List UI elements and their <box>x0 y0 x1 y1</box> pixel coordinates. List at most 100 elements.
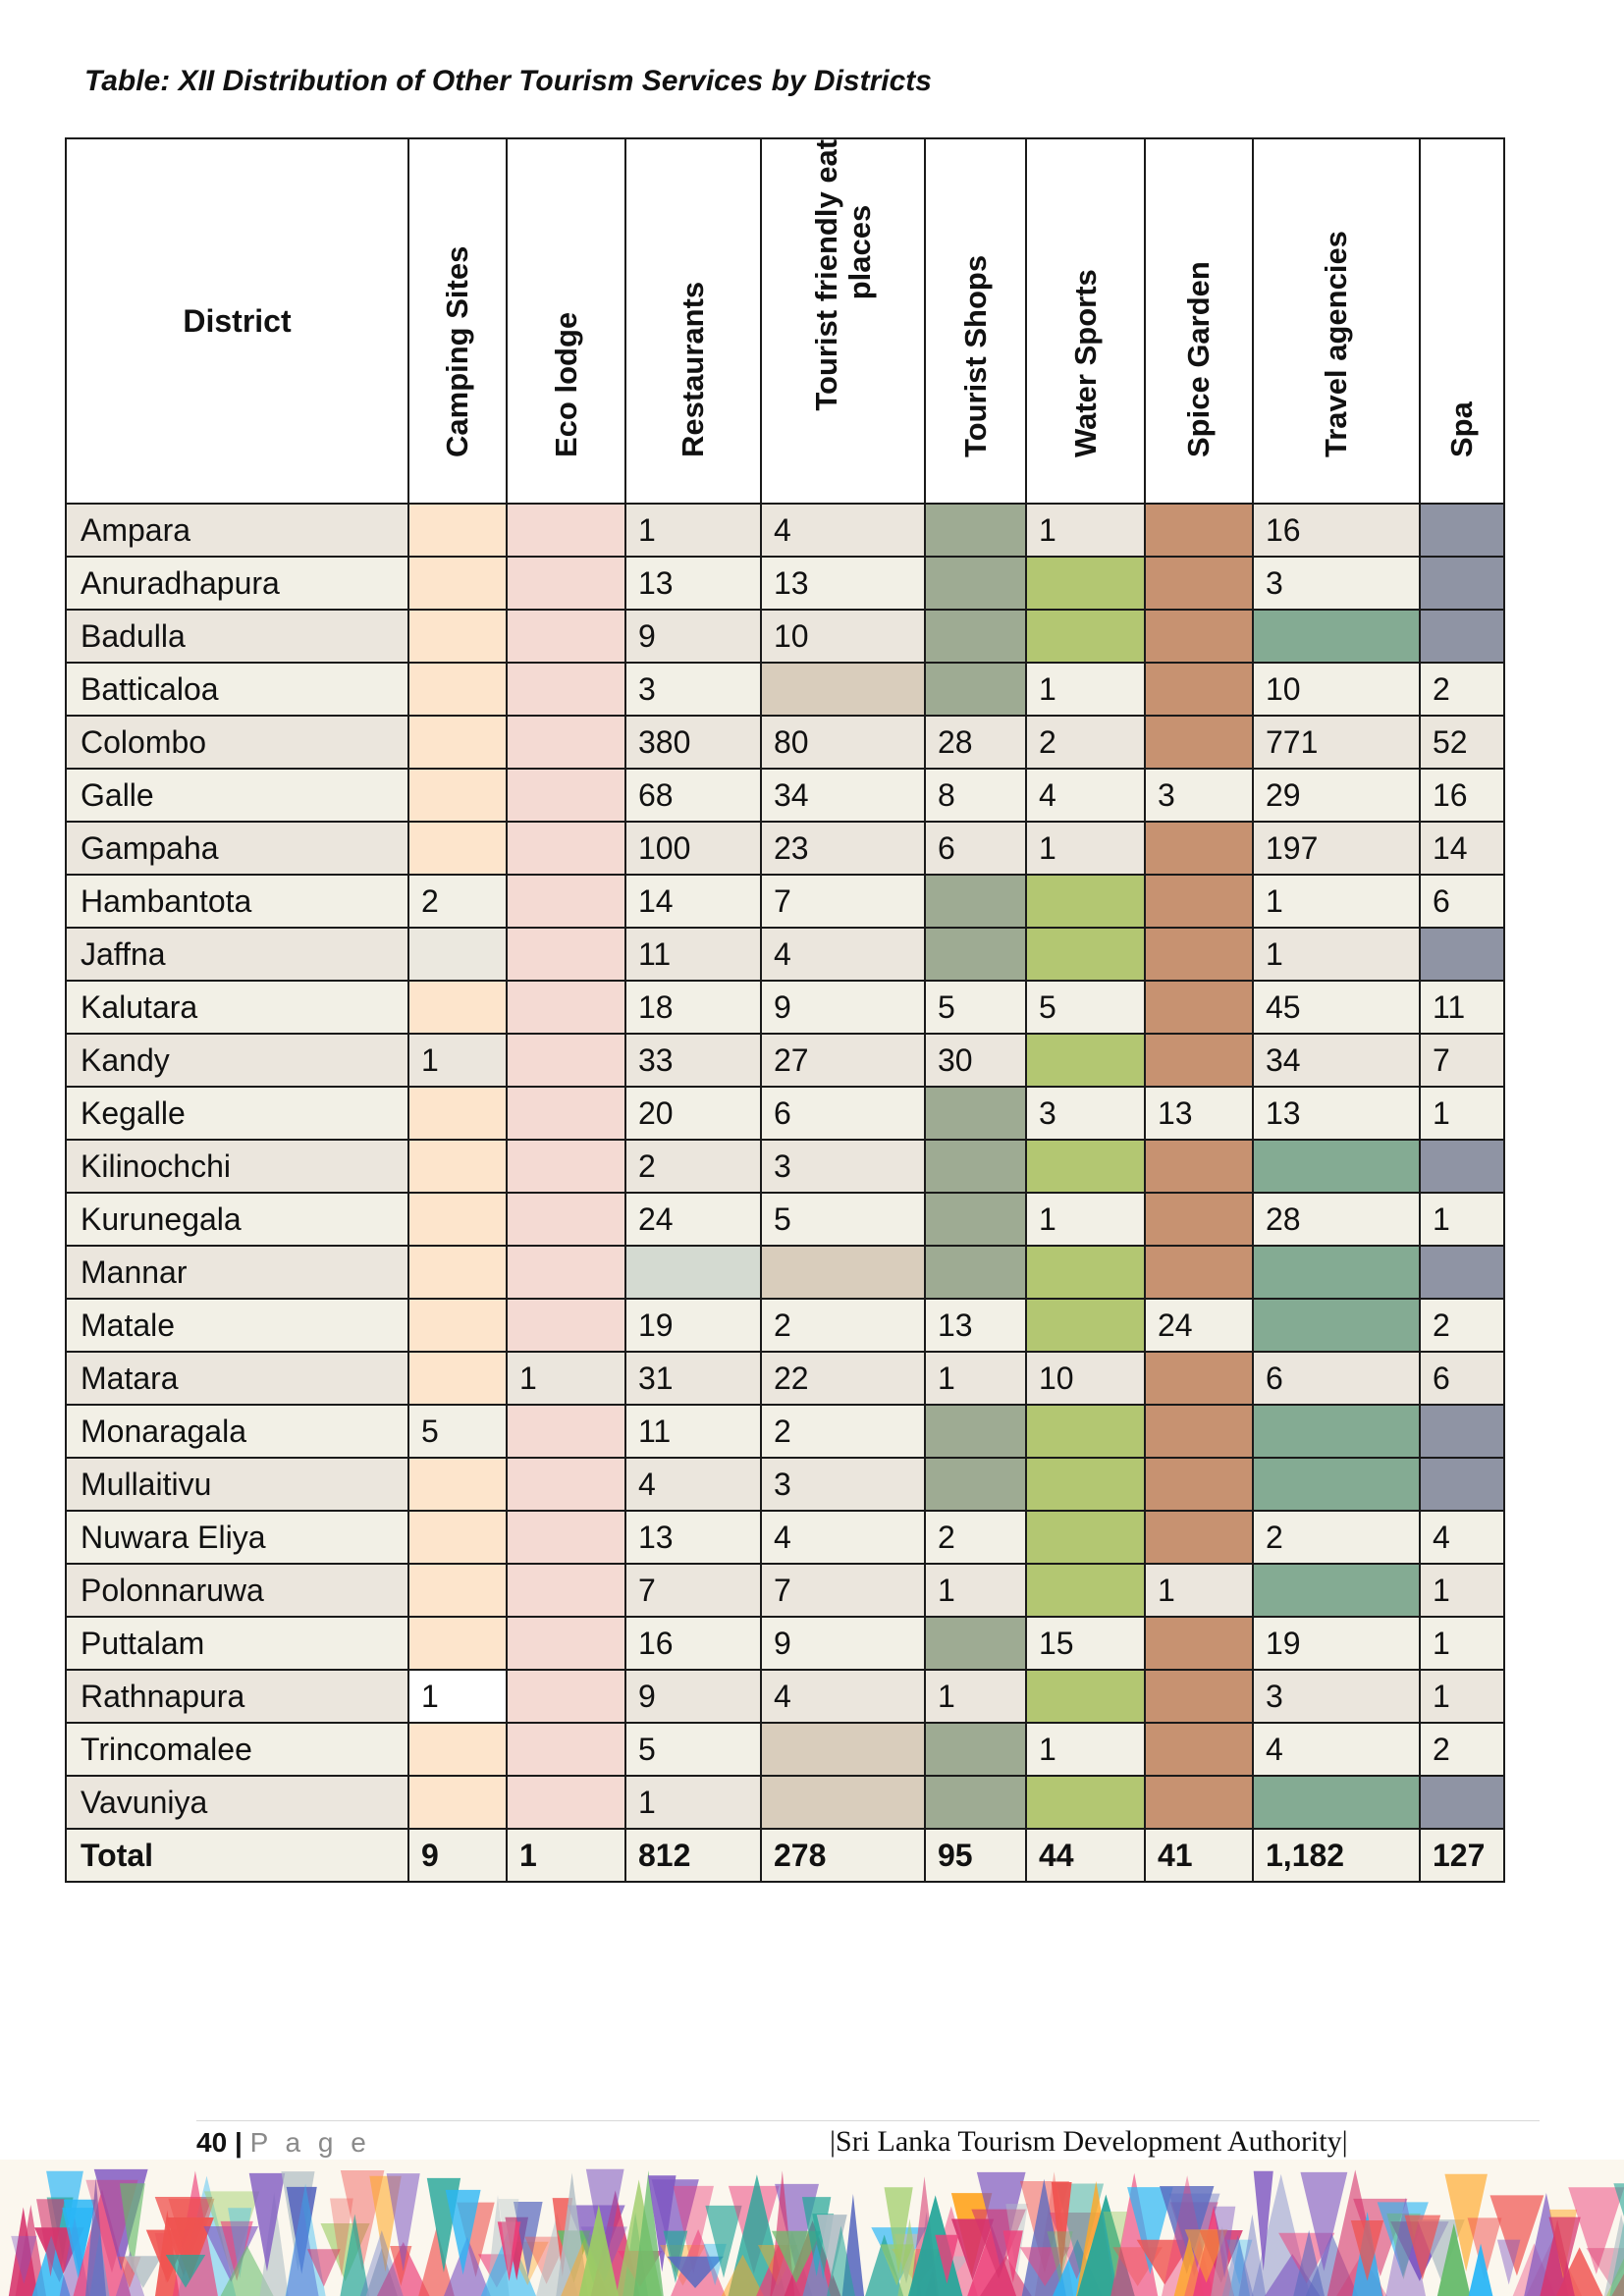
cell-eco <box>506 1033 626 1088</box>
cell-water <box>1025 1245 1146 1300</box>
cell-restaurants: 13 <box>624 1510 762 1565</box>
header-eco-lodge: Eco lodge <box>506 137 626 505</box>
cell-travel: 34 <box>1252 1033 1421 1088</box>
cell-spice <box>1144 1722 1254 1777</box>
cell-eco <box>506 1722 626 1777</box>
cell-spa: 6 <box>1419 874 1505 929</box>
cell-tfe: 3 <box>760 1139 926 1194</box>
header-travel-agencies: Travel agencies <box>1252 137 1421 505</box>
cell-travel: 16 <box>1252 503 1421 558</box>
cell-tfe: 80 <box>760 715 926 770</box>
cell-camping: 1 <box>407 1669 508 1724</box>
cell-spice <box>1144 1457 1254 1512</box>
table-row: Badulla 9 10 <box>65 609 1505 664</box>
cell-eco <box>506 768 626 823</box>
cell-restaurants: 11 <box>624 1404 762 1459</box>
cell-spa: 2 <box>1419 1722 1505 1777</box>
cell-tfe: 27 <box>760 1033 926 1088</box>
district-name-cell: Gampaha <box>65 821 409 876</box>
cell-spa: 1 <box>1419 1669 1505 1724</box>
cell-eco <box>506 1775 626 1830</box>
table-row: Rathnapura 1 9 4 1 3 1 <box>65 1669 1505 1724</box>
cell-travel <box>1252 609 1421 664</box>
cell-spice <box>1144 980 1254 1035</box>
cell-water: 1 <box>1025 1722 1146 1777</box>
cell-shops: 1 <box>924 1669 1027 1724</box>
cell-restaurants: 11 <box>624 927 762 982</box>
cell-eco <box>506 980 626 1035</box>
total-district: Total <box>65 1828 409 1883</box>
total-shops: 95 <box>924 1828 1027 1883</box>
cell-tfe <box>760 1245 926 1300</box>
cell-eco: 1 <box>506 1351 626 1406</box>
cell-tfe: 13 <box>760 556 926 611</box>
cell-travel: 28 <box>1252 1192 1421 1247</box>
cell-spa <box>1419 1139 1505 1194</box>
district-name-cell: Puttalam <box>65 1616 409 1671</box>
cell-spice <box>1144 1351 1254 1406</box>
cell-eco <box>506 1510 626 1565</box>
cell-shops <box>924 1086 1027 1141</box>
district-name-cell: Polonnaruwa <box>65 1563 409 1618</box>
header-district: District <box>65 137 409 505</box>
cell-travel: 197 <box>1252 821 1421 876</box>
cell-tfe: 7 <box>760 1563 926 1618</box>
total-restaurants: 812 <box>624 1828 762 1883</box>
cell-spa: 7 <box>1419 1033 1505 1088</box>
cell-camping <box>407 503 508 558</box>
cell-tfe <box>760 1722 926 1777</box>
cell-tfe: 22 <box>760 1351 926 1406</box>
cell-eco <box>506 1245 626 1300</box>
cell-restaurants: 1 <box>624 503 762 558</box>
cell-water: 3 <box>1025 1086 1146 1141</box>
cell-tfe: 4 <box>760 503 926 558</box>
cell-water <box>1025 874 1146 929</box>
cell-eco <box>506 503 626 558</box>
cell-spa <box>1419 1404 1505 1459</box>
cell-eco <box>506 1086 626 1141</box>
cell-shops <box>924 662 1027 717</box>
cell-tfe: 2 <box>760 1404 926 1459</box>
cell-spa: 1 <box>1419 1616 1505 1671</box>
cell-spice <box>1144 1245 1254 1300</box>
table-row: Jaffna 11 4 1 <box>65 927 1505 982</box>
cell-eco <box>506 556 626 611</box>
cell-camping <box>407 1510 508 1565</box>
district-name-cell: Kalutara <box>65 980 409 1035</box>
cell-camping <box>407 821 508 876</box>
cell-restaurants: 380 <box>624 715 762 770</box>
district-name-cell: Mannar <box>65 1245 409 1300</box>
cell-eco <box>506 1563 626 1618</box>
cell-water: 2 <box>1025 715 1146 770</box>
cell-camping <box>407 980 508 1035</box>
cell-camping <box>407 1298 508 1353</box>
cell-tfe: 23 <box>760 821 926 876</box>
cell-restaurants <box>624 1245 762 1300</box>
cell-water: 5 <box>1025 980 1146 1035</box>
cell-spice <box>1144 609 1254 664</box>
table-row: Colombo 380 80 28 2 771 52 <box>65 715 1505 770</box>
cell-travel: 45 <box>1252 980 1421 1035</box>
cell-travel: 3 <box>1252 556 1421 611</box>
cell-travel <box>1252 1404 1421 1459</box>
cell-travel: 10 <box>1252 662 1421 717</box>
district-name-cell: Kegalle <box>65 1086 409 1141</box>
cell-camping <box>407 1563 508 1618</box>
cell-shops <box>924 1139 1027 1194</box>
cell-restaurants: 16 <box>624 1616 762 1671</box>
cell-tfe: 3 <box>760 1457 926 1512</box>
cell-eco <box>506 609 626 664</box>
cell-spice: 13 <box>1144 1086 1254 1141</box>
district-name-cell: Jaffna <box>65 927 409 982</box>
cell-spa: 16 <box>1419 768 1505 823</box>
cell-eco <box>506 821 626 876</box>
district-name-cell: Trincomalee <box>65 1722 409 1777</box>
cell-spa: 1 <box>1419 1192 1505 1247</box>
cell-travel <box>1252 1245 1421 1300</box>
district-name-cell: Kandy <box>65 1033 409 1088</box>
cell-shops <box>924 1404 1027 1459</box>
cell-eco <box>506 1139 626 1194</box>
total-spice: 41 <box>1144 1828 1254 1883</box>
cell-restaurants: 4 <box>624 1457 762 1512</box>
cell-tfe <box>760 662 926 717</box>
